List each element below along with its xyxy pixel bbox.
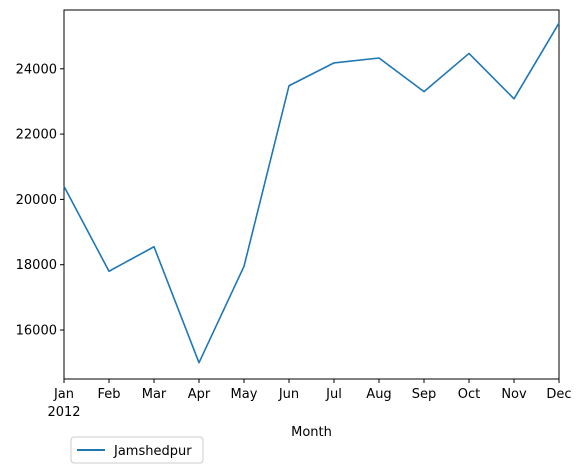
x-axis-label: Month (291, 425, 332, 440)
x-tick-label: Jan (53, 387, 74, 402)
x-tick-year-label: 2012 (47, 405, 80, 420)
x-tick-label: Nov (501, 387, 527, 402)
y-axis: 16000 18000 20000 22000 24000 (16, 62, 64, 339)
legend-label: Jamshedpur (113, 444, 192, 459)
x-tick-label: Apr (188, 387, 211, 402)
y-tick-label: 22000 (16, 128, 57, 143)
x-tick-label: Feb (97, 387, 120, 402)
series-layer (63, 22, 560, 364)
series-line-jamshedpur (63, 22, 560, 364)
axes-frame (63, 9, 560, 380)
y-tick-label: 20000 (16, 193, 57, 208)
x-tick-label: Jul (325, 387, 342, 402)
x-tick-label: Sep (412, 387, 437, 402)
plot-area (63, 9, 560, 380)
x-tick-label: May (231, 387, 258, 402)
x-tick-label: Mar (142, 387, 167, 402)
x-axis: Jan Feb Mar Apr May Jun Jul Aug Sep Oct Nov Dec 2012 (47, 379, 572, 420)
y-tick-label: 24000 (16, 62, 57, 77)
x-tick-label: Dec (546, 387, 571, 402)
y-tick-label: 16000 (16, 324, 57, 339)
x-tick-label: Jun (278, 387, 299, 402)
y-tick-label: 18000 (16, 258, 57, 273)
legend[interactable]: Jamshedpur (70, 436, 204, 464)
x-tick-label: Aug (366, 387, 391, 402)
legend-box (70, 436, 204, 464)
x-tick-label: Oct (458, 387, 480, 402)
